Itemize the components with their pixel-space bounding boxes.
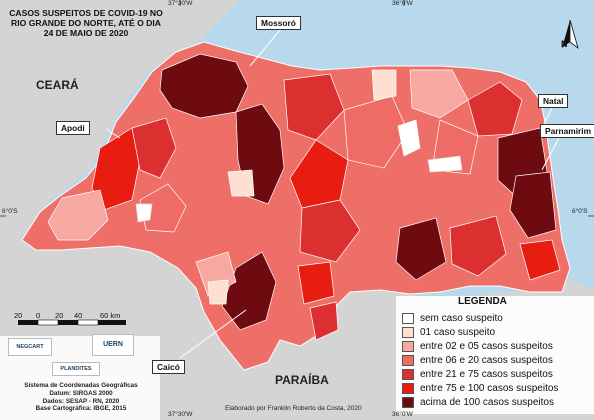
municipality-parnamirim xyxy=(509,171,557,239)
municipality-west-a xyxy=(47,189,109,241)
municipality-white-c xyxy=(135,203,153,223)
legend-label-1: 01 caso suspeito xyxy=(420,326,496,338)
municipality-center-d xyxy=(299,199,361,263)
municipality-west-b xyxy=(131,117,177,179)
legend-item-0: sem caso suspeito xyxy=(402,312,503,324)
legend-swatch-2 xyxy=(402,340,414,352)
municipality-light-a xyxy=(227,169,255,197)
credit-line-1: Sistema de Coordenadas Geográficas xyxy=(24,382,138,389)
callout-line-apodi xyxy=(105,128,121,139)
scale-tick-0: 20 xyxy=(14,311,23,320)
coord-bottom-left: 37°30'W xyxy=(168,411,193,418)
scale-tick-3: 40 xyxy=(74,311,83,320)
legend-swatch-6 xyxy=(402,396,414,408)
coord-left-lat: 6°0'S xyxy=(2,208,18,215)
municipality-light-c xyxy=(207,279,229,305)
municipality-light-b xyxy=(371,69,397,101)
scale-tick-1: 0 xyxy=(36,311,41,320)
coord-top-right: 36°0'W xyxy=(392,0,413,7)
callout-caico: Caicó xyxy=(152,360,185,374)
callout-mossoro: Mossoró xyxy=(256,16,301,30)
legend-swatch-1 xyxy=(402,326,414,338)
ceara-region xyxy=(0,0,240,250)
callout-parnamirim: Parnamirim xyxy=(540,124,594,138)
logo-negcart: NEGCART xyxy=(8,338,52,356)
legend-item-2: entre 02 e 05 casos suspeitos xyxy=(402,340,553,352)
municipality-east-d xyxy=(395,217,447,281)
callout-line-caico xyxy=(179,309,247,359)
legend-swatch-4 xyxy=(402,368,414,380)
credit-line-4: Base Cartográfica: IBGE, 2015 xyxy=(35,405,127,413)
municipality-south-a xyxy=(297,261,335,305)
credit-line-3: Dados: SESAP - RN, 2020 xyxy=(42,397,120,405)
legend-item-4: entre 21 e 75 casos suspeitos xyxy=(402,368,553,380)
coord-right-lat: 6°0'S xyxy=(572,208,588,215)
municipality-center-a xyxy=(283,73,345,141)
north-label: N xyxy=(561,39,568,49)
author-credit: Elaborado por Franklin Roberto da Costa,… xyxy=(225,405,362,412)
credits-block: Sistema de Coordenadas Geográficas Datum… xyxy=(6,382,156,413)
north-arrow xyxy=(562,19,579,50)
legend-swatch-3 xyxy=(402,354,414,366)
scale-bar xyxy=(18,319,126,326)
callout-line-parnamirim xyxy=(541,135,561,171)
municipality-east-e xyxy=(449,215,507,277)
municipalities xyxy=(47,53,561,341)
map-title: CASOS SUSPEITOS DE COVID-19 NO RIO GRAND… xyxy=(9,8,163,38)
credit-line-2: Datum: SIRGAS 2000 xyxy=(49,389,113,397)
legend-title: LEGENDA xyxy=(458,296,507,307)
state-label-ceara: CEARÁ xyxy=(36,78,79,92)
municipality-white-b xyxy=(427,155,463,173)
legend-item-3: entre 06 e 20 casos suspeitos xyxy=(402,354,553,366)
scale-tick-4: 60 km xyxy=(100,311,121,320)
north-arrow-icon xyxy=(562,20,570,48)
legend-panel xyxy=(396,296,594,414)
municipality-white-a xyxy=(397,119,421,157)
legend-label-6: acima de 100 casos suspeitos xyxy=(420,396,554,408)
legend-item-5: entre 75 e 100 casos suspeitos xyxy=(402,382,558,394)
callout-line-mossoro xyxy=(249,29,281,67)
scale-tick-2: 20 xyxy=(55,311,64,320)
callout-apodi: Apodi xyxy=(56,121,90,135)
logo-plandites: PLANDITES xyxy=(52,362,100,376)
municipality-east-a xyxy=(409,69,469,119)
state-label-paraiba: PARAÍBA xyxy=(275,373,329,387)
legend-item-1: 01 caso suspeito xyxy=(402,326,495,338)
coord-top-left: 37°30'W xyxy=(168,0,193,7)
legend-item-6: acima de 100 casos suspeitos xyxy=(402,396,554,408)
legend-label-0: sem caso suspeito xyxy=(420,312,503,324)
legend-swatch-5 xyxy=(402,382,414,394)
legend-label-2: entre 02 e 05 casos suspeitos xyxy=(420,340,553,352)
callout-natal: Natal xyxy=(538,94,569,108)
municipality-west-c xyxy=(139,183,187,233)
legend-label-4: entre 21 e 75 casos suspeitos xyxy=(420,368,553,380)
legend-label-5: entre 75 e 100 casos suspeitos xyxy=(420,382,559,394)
coord-bottom-right: 36°0'W xyxy=(392,411,413,418)
municipality-south-c xyxy=(309,301,339,341)
municipality-caico xyxy=(221,251,277,331)
municipality-east-b xyxy=(467,81,523,137)
logo-uern: UERN xyxy=(92,334,134,356)
legend-label-3: entre 06 e 20 casos suspeitos xyxy=(420,354,553,366)
legend-swatch-0 xyxy=(402,312,414,324)
municipality-east-f xyxy=(519,239,561,281)
